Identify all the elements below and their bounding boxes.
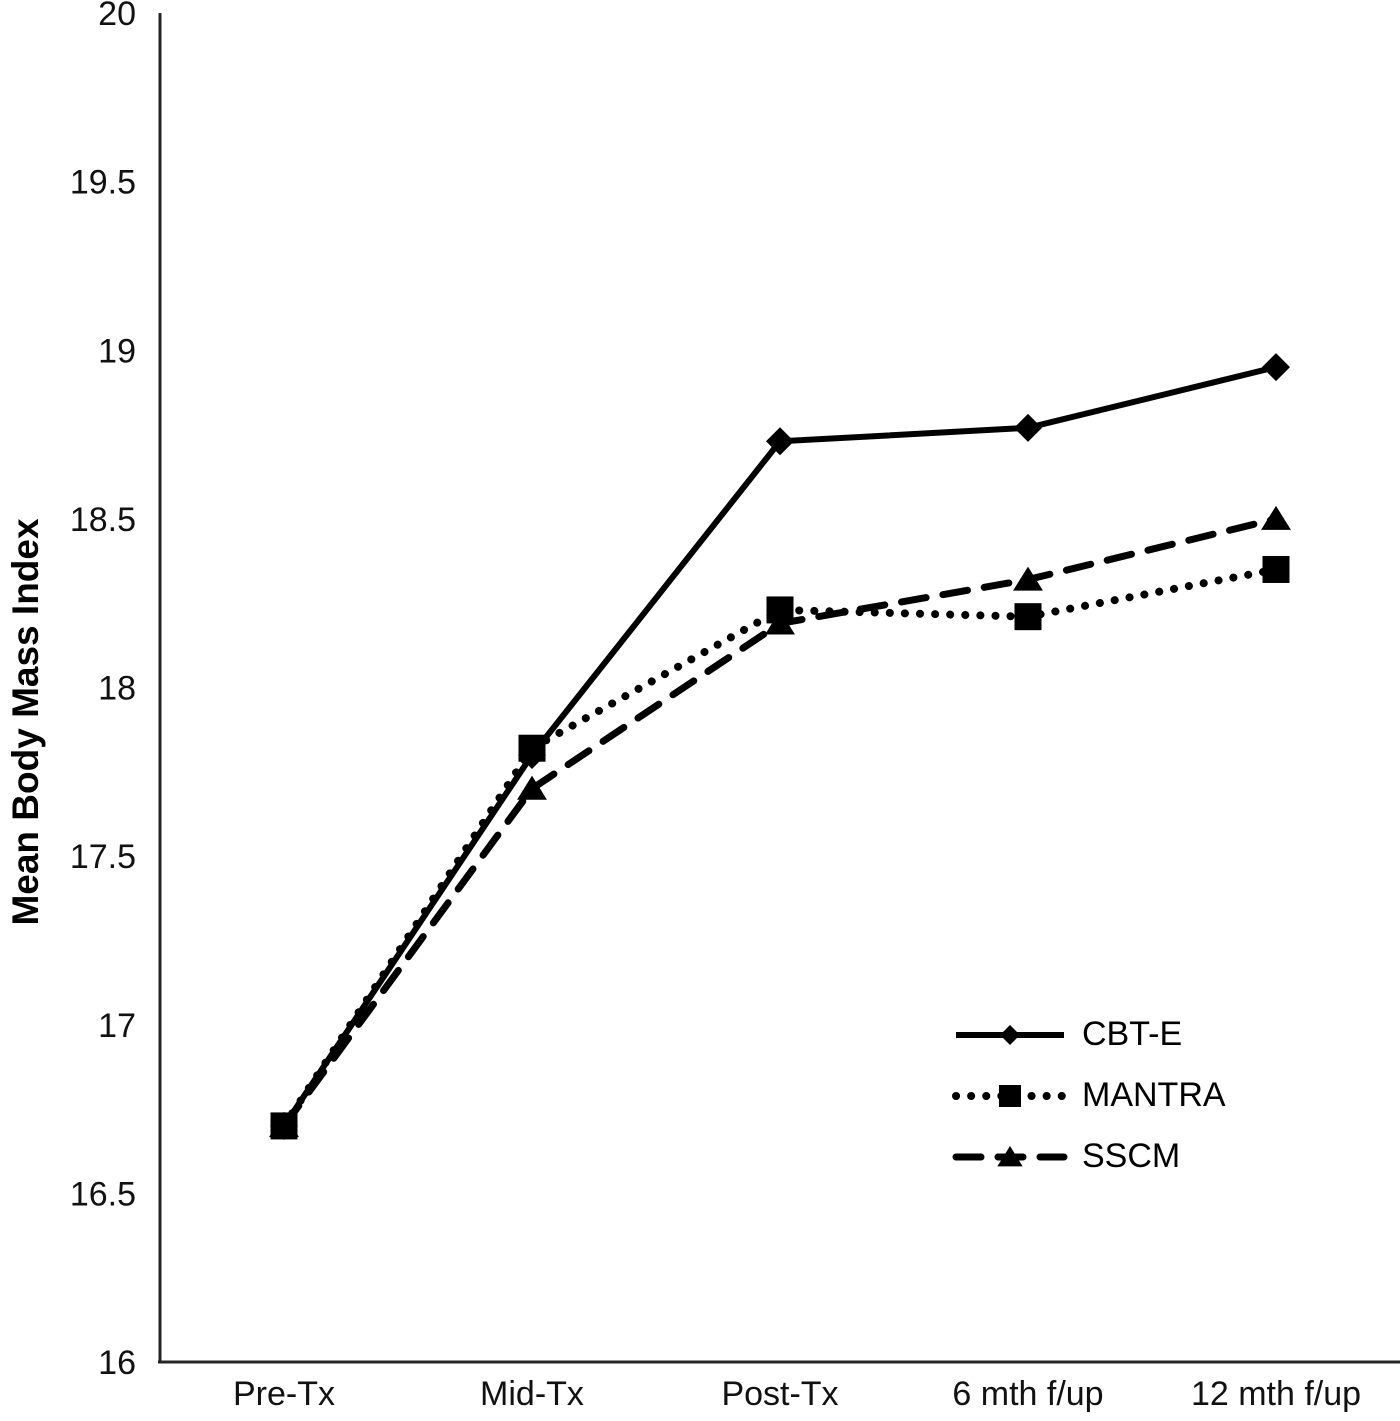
y-tick-label: 16 bbox=[98, 1344, 136, 1382]
x-category-label: 6 mth f/up bbox=[952, 1375, 1103, 1413]
diamond-marker bbox=[1000, 1024, 1020, 1045]
triangle-marker bbox=[997, 1145, 1023, 1166]
diamond-marker bbox=[1014, 413, 1042, 442]
x-category-label: Mid-Tx bbox=[480, 1375, 584, 1413]
triangle-marker bbox=[765, 610, 795, 635]
triangle-marker bbox=[517, 775, 547, 800]
x-category-label: 12 mth f/up bbox=[1191, 1375, 1361, 1413]
legend-label: CBT-E bbox=[1082, 1015, 1183, 1053]
legend-item-sscm: SSCM bbox=[952, 1126, 1226, 1187]
y-tick-label: 18 bbox=[98, 670, 136, 708]
series-line bbox=[280, 565, 1280, 1130]
y-axis-title: Mean Body Mass Index bbox=[5, 518, 46, 926]
legend-item-cbt-e: CBT-E bbox=[952, 1004, 1226, 1065]
legend-sample-dotted-square-icon bbox=[952, 1084, 1068, 1107]
square-marker bbox=[1262, 555, 1290, 583]
legend-label: MANTRA bbox=[1082, 1076, 1226, 1114]
y-tick-label: 20 bbox=[98, 0, 136, 33]
square-marker bbox=[518, 734, 546, 762]
y-tick-label: 16.5 bbox=[70, 1175, 136, 1213]
legend-label: SSCM bbox=[1082, 1137, 1181, 1175]
square-marker bbox=[999, 1084, 1021, 1107]
y-tick-label: 19 bbox=[98, 332, 136, 370]
legend-item-mantra: MANTRA bbox=[952, 1065, 1226, 1126]
diamond-marker bbox=[1262, 353, 1290, 382]
y-tick-label: 19.5 bbox=[70, 164, 136, 202]
x-category-label: Pre-Tx bbox=[233, 1375, 335, 1413]
legend-sample-dashed-triangle-icon bbox=[952, 1145, 1068, 1166]
square-marker bbox=[1014, 603, 1042, 631]
diamond-marker bbox=[766, 427, 794, 456]
series-sscm bbox=[269, 505, 1291, 1137]
triangle-marker bbox=[269, 1112, 299, 1137]
x-category-label: Post-Tx bbox=[721, 1375, 838, 1413]
y-tick-label: 18.5 bbox=[70, 501, 136, 539]
triangle-marker bbox=[1261, 505, 1291, 530]
chart-legend: CBT-E MANTRA SSCM bbox=[952, 1004, 1226, 1187]
triangle-marker bbox=[1013, 566, 1043, 591]
y-tick-label: 17 bbox=[98, 1007, 136, 1045]
legend-sample-solid-diamond-icon bbox=[956, 1024, 1064, 1045]
y-tick-label: 17.5 bbox=[70, 838, 136, 876]
